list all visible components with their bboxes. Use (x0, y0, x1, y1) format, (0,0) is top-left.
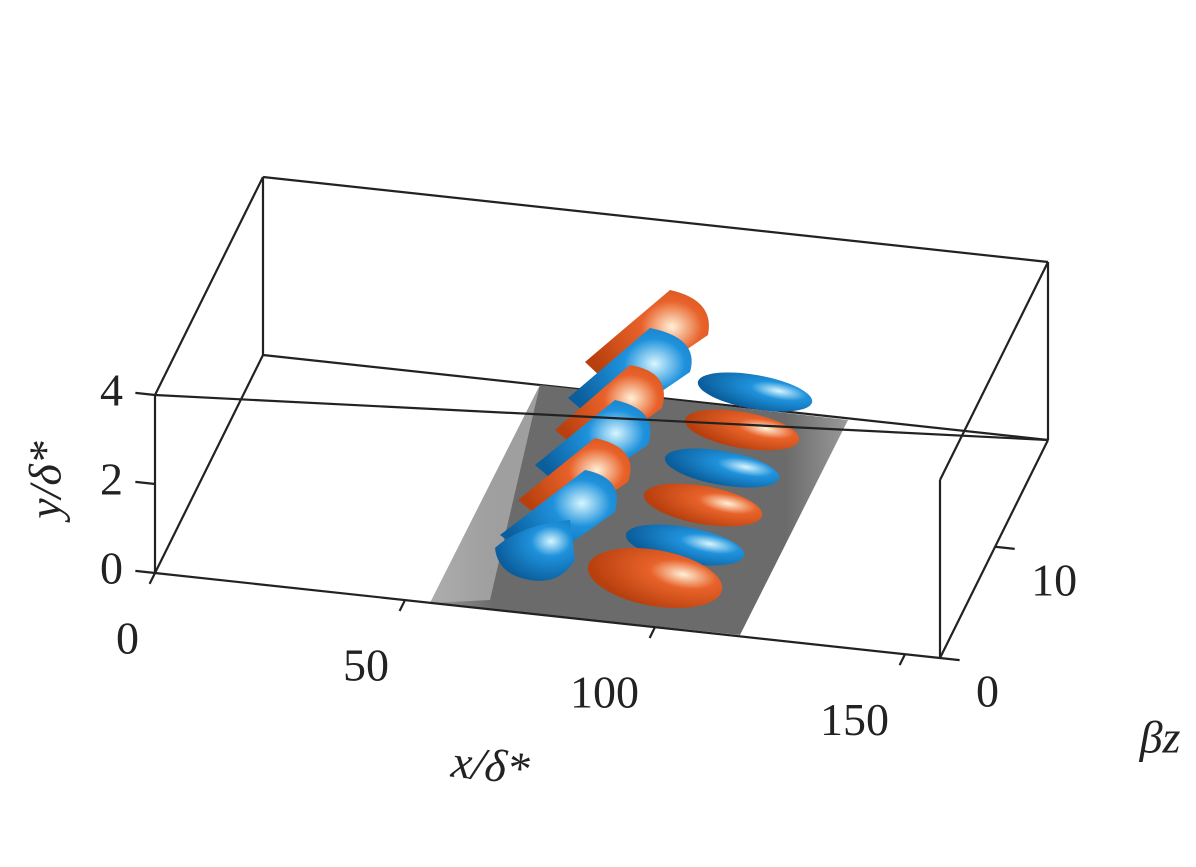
axes-front: 0 50 100 150 0 2 4 0 10 (100, 261, 1077, 745)
box-edge (154, 176, 264, 396)
y-tick-label: 4 (100, 365, 123, 416)
orange-streak (643, 483, 763, 527)
box-edge (154, 393, 1049, 442)
y-tick (135, 480, 156, 486)
blue-streak (697, 372, 813, 412)
x-tick (648, 626, 656, 639)
box-edge (154, 354, 264, 574)
z-tick-label: 10 (1031, 554, 1077, 605)
box-edge (939, 261, 1049, 481)
blue-tube (495, 520, 575, 581)
x-axis-label: x/δ* (448, 736, 531, 795)
z-tick (939, 656, 960, 662)
box-edge (939, 439, 1049, 659)
wall-edge (430, 385, 540, 603)
z-tick-label: 0 (976, 666, 999, 717)
orange-streak (587, 548, 723, 608)
x-tick (148, 572, 156, 585)
x-tick (898, 653, 906, 666)
y-tick-label: 0 (100, 543, 123, 594)
blue-streak (664, 448, 780, 488)
isosurfaces (430, 290, 848, 635)
x-tick (398, 599, 406, 612)
orange-streak (684, 409, 800, 451)
y-tick (135, 391, 156, 397)
z-tick (994, 545, 1015, 550)
x-tick-label: 50 (343, 640, 389, 691)
box-edge (262, 175, 1049, 264)
box-edge (154, 571, 941, 660)
x-tick-label: 150 (820, 694, 889, 745)
x-tick-label: 0 (116, 613, 139, 664)
x-tick-label: 100 (570, 667, 639, 718)
y-tick-label: 2 (100, 454, 123, 505)
y-tick (135, 569, 156, 575)
y-axis-label: y/δ* (20, 441, 71, 523)
z-axis-label: βz (1139, 712, 1181, 763)
